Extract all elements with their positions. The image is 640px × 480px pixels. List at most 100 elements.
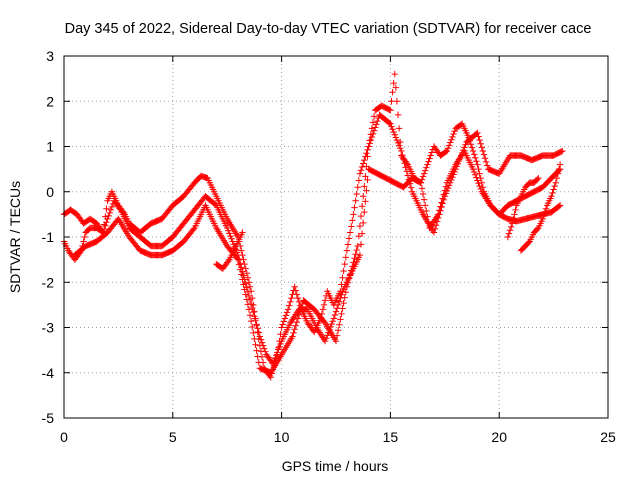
data-point [462,141,469,148]
data-point [455,157,463,165]
data-point [534,176,541,183]
y-tick-label: 3 [46,48,54,64]
y-tick-label: 0 [46,184,54,200]
x-tick-label: 15 [383,429,399,445]
data-point [338,291,345,298]
data-point [358,203,366,210]
data-point [447,179,454,186]
data-point [374,117,381,125]
data-point [363,163,370,170]
data-point [474,177,481,184]
y-tick-label: 2 [46,93,54,109]
data-point [255,329,262,336]
data-point [225,227,232,234]
y-axis-label: SDTVAR / TECUs [7,181,23,293]
data-point [342,289,349,296]
data-point [559,147,566,155]
data-point [402,164,409,171]
data-point [331,311,339,319]
data-point [249,323,256,331]
y-tick-label: -3 [42,320,55,336]
data-point [558,148,565,155]
data-point [235,261,243,268]
data-point [354,242,361,250]
chart-title: Day 345 of 2022, Sidereal Day-to-day VTE… [65,21,592,37]
data-point [259,342,267,349]
y-tick-label: 1 [46,139,54,155]
data-point [293,318,301,326]
data-point [292,322,299,329]
data-point [361,156,368,164]
data-point [433,218,441,225]
data-point [343,247,351,254]
data-point [276,343,283,350]
data-point [361,183,368,190]
data-point [286,302,293,309]
data-point [357,167,365,174]
x-axis-label: GPS time / hours [282,458,389,474]
data-point [249,304,256,312]
data-point [260,345,268,352]
data-point [445,182,453,189]
data-point [476,182,483,190]
data-point [387,120,394,128]
data-point [337,316,344,323]
data-point [242,291,249,298]
data-point [353,190,360,198]
data-point [240,281,247,288]
data-point [238,271,245,278]
data-point [461,144,468,151]
data-point [477,140,484,147]
data-point [424,161,431,168]
data-point [436,211,443,218]
data-point [190,226,197,233]
data-point [245,279,253,286]
x-tick-label: 0 [60,429,68,445]
data-point [386,119,393,127]
data-point [352,250,359,258]
data-point [541,208,549,216]
data-point [351,255,358,262]
data-point [404,172,412,179]
data-point [234,256,242,263]
data-point [357,241,365,248]
data-point [278,324,285,331]
data-point [476,136,483,144]
data-point [390,128,397,136]
data-point [334,301,342,309]
data-point [470,168,478,176]
data-point [555,165,563,173]
data-point [419,190,427,198]
data-point [333,332,341,339]
data-point [340,299,347,307]
data-point [352,197,359,204]
data-point [250,329,257,337]
data-point [394,139,402,147]
data-point [348,267,355,274]
data-point [363,150,370,157]
data-point [447,139,454,146]
data-point [349,263,356,270]
data-point [321,297,329,304]
data-point [282,312,290,319]
data-point [358,230,366,237]
data-point [454,160,462,167]
data-point [361,208,368,216]
data-point [554,170,562,177]
data-point [360,193,367,200]
data-point [403,168,410,175]
data-point [394,111,402,119]
data-point [291,283,298,290]
data-point [295,311,303,319]
data-point [480,151,488,158]
data-point [476,170,483,177]
data-point [452,165,459,173]
data-point [370,113,378,120]
data-point [364,153,371,160]
x-tick-label: 10 [274,429,290,445]
data-point [251,312,258,320]
data-point [228,235,235,243]
data-point [448,136,455,143]
data-point [450,130,457,138]
data-point [341,294,348,301]
